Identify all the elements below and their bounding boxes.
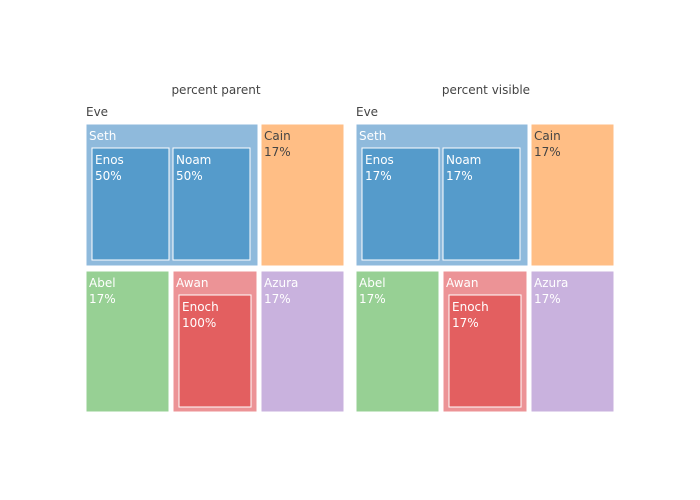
tile-label-noam: Noam xyxy=(446,153,481,167)
tile-label-noam: Noam xyxy=(176,153,211,167)
tile-value-noam: 17% xyxy=(446,169,473,183)
tile-value-cain: 17% xyxy=(264,145,291,159)
tile-label-abel: Abel xyxy=(359,276,386,290)
tile-label-seth: Seth xyxy=(89,129,116,143)
tile-value-abel: 17% xyxy=(89,292,116,306)
tile-label-azura: Azura xyxy=(264,276,298,290)
tile-label-azura: Azura xyxy=(534,276,568,290)
tile-label-awan: Awan xyxy=(446,276,479,290)
tile-value-azura: 17% xyxy=(534,292,561,306)
tile-value-enoch: 17% xyxy=(452,316,479,330)
tile-label-cain: Cain xyxy=(264,129,291,143)
chart-title: percent visible xyxy=(442,83,530,97)
tile-value-cain: 17% xyxy=(534,145,561,159)
tile-value-azura: 17% xyxy=(264,292,291,306)
tile-label-abel: Abel xyxy=(89,276,116,290)
chart-title: percent parent xyxy=(171,83,260,97)
tile-value-noam: 50% xyxy=(176,169,203,183)
treemap-percent-visible: percent visible Eve Seth Enos 17% Noam 17% Ca… xyxy=(356,83,614,412)
tile-label-cain: Cain xyxy=(534,129,561,143)
tile-label-enos: Enos xyxy=(95,153,124,167)
tile-value-abel: 17% xyxy=(359,292,386,306)
tile-label-enoch: Enoch xyxy=(452,300,489,314)
tile-label-enos: Enos xyxy=(365,153,394,167)
treemap-percent-parent: percent parent Eve Seth Enos 50% Noam 50% Cai… xyxy=(86,83,344,412)
tile-label-enoch: Enoch xyxy=(182,300,219,314)
root-label[interactable]: Eve xyxy=(356,105,378,119)
tile-value-enos: 17% xyxy=(365,169,392,183)
tile-label-awan: Awan xyxy=(176,276,209,290)
root-label[interactable]: Eve xyxy=(86,105,108,119)
tile-value-enoch: 100% xyxy=(182,316,216,330)
tile-value-enos: 50% xyxy=(95,169,122,183)
tile-label-seth: Seth xyxy=(359,129,386,143)
